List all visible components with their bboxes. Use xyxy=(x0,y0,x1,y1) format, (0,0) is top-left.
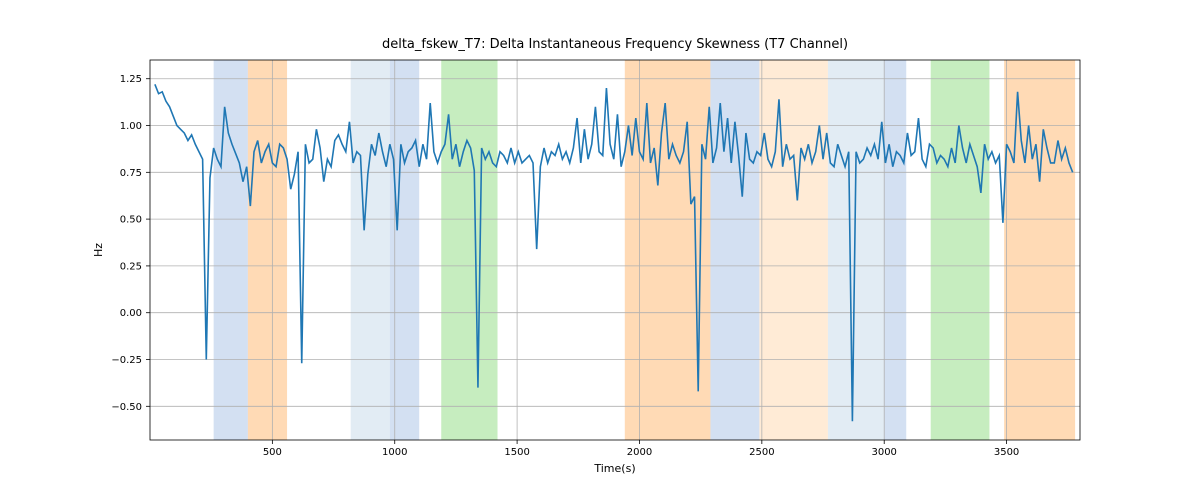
chart-root: 500 1000 1500 2000 2500 3000 3500 −0.50 −0.25 0.… xyxy=(0,0,1200,500)
band-0 xyxy=(214,60,248,440)
chart-svg: 500 1000 1500 2000 2500 3000 3500 −0.50 −0.25 0.… xyxy=(0,0,1200,500)
x-tick-label: 2000 xyxy=(627,447,652,458)
y-tick-label: −0.25 xyxy=(111,355,142,366)
x-tick-label: 3000 xyxy=(871,447,896,458)
band-2 xyxy=(351,60,390,440)
band-4 xyxy=(441,60,497,440)
x-tick-label: 2500 xyxy=(749,447,774,458)
y-tick-label: −0.50 xyxy=(111,402,142,413)
x-tick-label: 500 xyxy=(263,447,282,458)
y-tick-label: 0.00 xyxy=(120,308,142,319)
y-tick-label: 1.00 xyxy=(120,121,142,132)
x-tick-label: 1500 xyxy=(504,447,529,458)
band-10 xyxy=(931,60,990,440)
x-tick-label: 1000 xyxy=(382,447,407,458)
x-axis-label: Time(s) xyxy=(593,462,635,475)
y-tick-label: 0.75 xyxy=(120,168,142,179)
band-7 xyxy=(759,60,828,440)
band-1 xyxy=(248,60,287,440)
band-3 xyxy=(390,60,419,440)
x-tick-label: 3500 xyxy=(994,447,1019,458)
band-8 xyxy=(828,60,884,440)
plot-area xyxy=(150,60,1080,440)
band-9 xyxy=(884,60,906,440)
chart-title: delta_fskew_T7: Delta Instantaneous Freq… xyxy=(382,37,848,52)
band-11 xyxy=(1004,60,1075,440)
y-tick-label: 0.25 xyxy=(120,261,142,272)
band-6 xyxy=(710,60,759,440)
y-axis-label: Hz xyxy=(92,243,105,257)
y-tick-label: 0.50 xyxy=(120,215,142,226)
y-tick-label: 1.25 xyxy=(120,74,142,85)
